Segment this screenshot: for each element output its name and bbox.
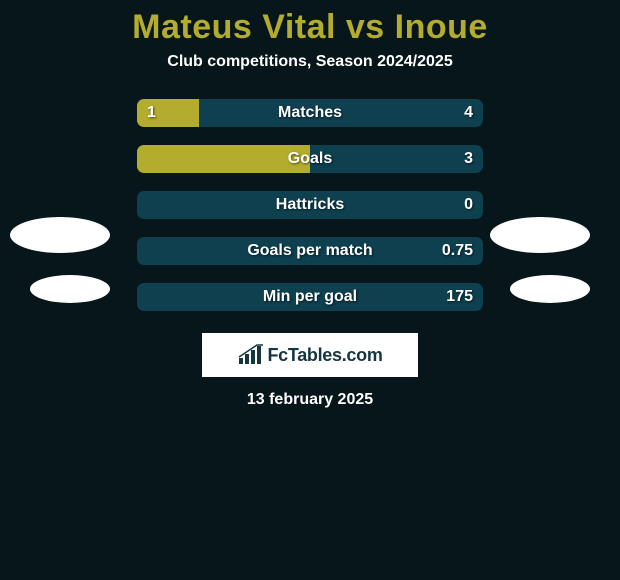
stat-row: Matches 1 4 <box>137 99 483 127</box>
bar-label: Min per goal <box>263 288 357 306</box>
avatar-right-2 <box>510 275 590 303</box>
bar-right-value: 175 <box>446 288 473 306</box>
stat-row: Min per goal 175 <box>137 283 483 311</box>
stat-row: Goals 3 <box>137 145 483 173</box>
chart-icon <box>237 344 265 366</box>
bar-right-value: 0.75 <box>442 242 473 260</box>
stat-row: Goals per match 0.75 <box>137 237 483 265</box>
bar-right-value: 0 <box>464 196 473 214</box>
bar-fill <box>137 145 310 173</box>
bar-label: Hattricks <box>276 196 344 214</box>
bar-label: Goals <box>288 150 332 168</box>
bar-label: Matches <box>278 104 342 122</box>
bar-right-value: 3 <box>464 150 473 168</box>
bar-right-value: 4 <box>464 104 473 122</box>
avatar-right-1 <box>490 217 590 253</box>
avatar-left-2 <box>30 275 110 303</box>
comparison-bars: Matches 1 4 Goals 3 Hattricks 0 Goals per match… <box>137 99 483 311</box>
bar-label: Goals per match <box>247 242 372 260</box>
bar-left-value: 1 <box>147 104 156 122</box>
logo-text: FcTables.com <box>267 345 382 366</box>
stat-row: Hattricks 0 <box>137 191 483 219</box>
logo: FcTables.com <box>202 333 418 377</box>
date-text: 13 february 2025 <box>0 391 620 409</box>
page-title: Mateus Vital vs Inoue <box>0 0 620 53</box>
avatar-left-1 <box>10 217 110 253</box>
page-subtitle: Club competitions, Season 2024/2025 <box>0 53 620 71</box>
page: Mateus Vital vs Inoue Club competitions,… <box>0 0 620 580</box>
